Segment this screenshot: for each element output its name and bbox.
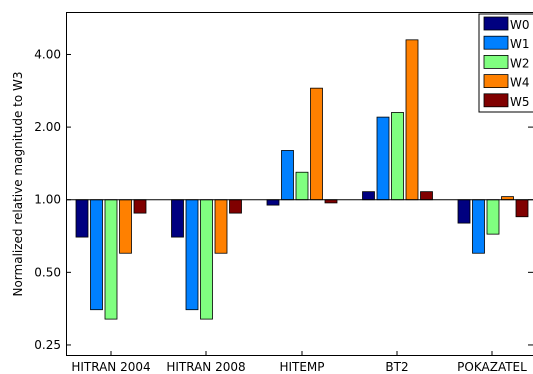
bar-w4-hitemp [310,87,323,201]
legend-label-w1: W1 [510,37,530,51]
y-tick-label: 2.00 [34,120,61,134]
y-tick-label: 4.00 [34,47,61,61]
legend-swatch-w2 [483,55,509,69]
bar-w5-bt2 [420,191,433,201]
bar-w0-hitran-2008 [171,199,184,238]
x-tick-label: BT2 [385,360,408,374]
bar-w5-hitran-2004 [133,199,147,214]
y-axis-label: Normalized relative magnitude to W3 [11,71,25,296]
y-tick-label: 0.25 [34,338,61,352]
bar-w2-hitran-2008 [200,199,213,320]
y-tick-label: 1.00 [34,193,61,207]
bar-w2-hitran-2004 [104,199,118,320]
bar-w4-hitran-2004 [119,199,132,254]
bar-w1-hitran-2004 [90,199,103,311]
legend-swatch-w0 [483,16,509,31]
bar-w2-bt2 [391,112,404,201]
legend-swatch-w5 [483,93,509,108]
legend-swatch-w1 [483,35,509,50]
y-tick-label: 0.50 [34,265,61,279]
legend-label-w0: W0 [510,18,530,32]
x-tick-label: HITEMP [279,360,324,374]
bar-w2-hitemp [295,171,309,201]
bars [75,39,529,320]
bar-w0-bt2 [362,191,375,201]
x-tick-label: HITRAN 2008 [166,360,245,374]
y-ticks: 0.25 0.50 1.00 2.00 4.00 [34,47,533,352]
bar-w1-pokazatel [472,199,485,254]
legend-label-w5: W5 [510,95,530,109]
bar-w0-hitemp [266,199,280,206]
x-tick-label: POKAZATEL [457,360,527,374]
bar-w0-pokazatel [457,199,471,224]
x-tick-label: HITRAN 2004 [71,360,150,374]
bar-w1-bt2 [376,116,390,201]
bar-w5-pokazatel [515,199,529,218]
legend-label-w4: W4 [510,76,530,90]
legend-swatch-w4 [483,74,509,88]
bar-w1-hitemp [281,150,294,201]
legend: W0 W1 W2 W4 W5 [478,13,533,113]
bar-w4-bt2 [405,39,419,201]
bar-w4-hitran-2008 [214,199,228,254]
legend-label-w2: W2 [510,56,530,70]
bar-w5-hitran-2008 [229,199,242,214]
bar-w1-hitran-2008 [185,199,199,311]
plot-frame [66,12,533,356]
bar-w0-hitran-2004 [75,199,89,238]
bar-w2-pokazatel [486,199,500,235]
x-ticks: HITRAN 2004 HITRAN 2008 HITEMP BT2 POKAZATEL [71,351,527,374]
